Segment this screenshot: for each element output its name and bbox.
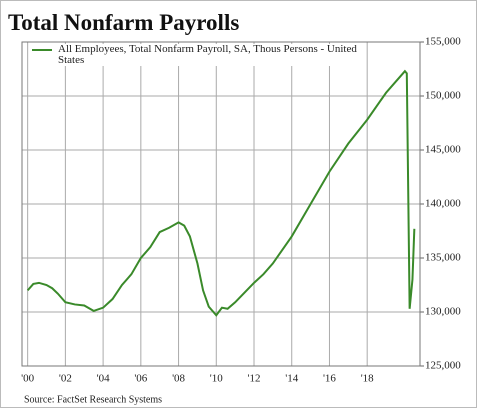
- source: Source: FactSet Research Systems: [24, 394, 162, 405]
- y-tick-label: 155,000: [425, 36, 461, 48]
- x-tick-label: '14: [285, 373, 298, 385]
- x-tick-label: '18: [361, 373, 374, 385]
- plot-border: [21, 41, 421, 367]
- y-tick-label: 145,000: [425, 144, 461, 156]
- legend-swatch: [32, 49, 52, 51]
- legend: All Employees, Total Nonfarm Payroll, SA…: [32, 43, 358, 66]
- chart-title: Total Nonfarm Payrolls: [8, 10, 239, 35]
- y-tick-label: 125,000: [425, 360, 461, 372]
- grid: 125,000 130,000 135,000 140,000 145,000 150,0…: [21, 36, 461, 385]
- x-tick-label: '00: [21, 373, 34, 385]
- y-tick-label: 150,000: [425, 90, 461, 102]
- series-line: [26, 69, 416, 317]
- x-tick-label: '06: [134, 373, 147, 385]
- y-tick-label: 140,000: [425, 198, 461, 210]
- x-tick-label: '12: [248, 373, 261, 385]
- x-tick-label: '04: [97, 373, 110, 385]
- x-tick-label: '16: [323, 373, 336, 385]
- marks: [26, 69, 416, 317]
- x-tick-label: '08: [172, 373, 185, 385]
- x-tick-label: '10: [210, 373, 223, 385]
- y-tick-label: 130,000: [425, 306, 461, 318]
- x-tick-label: '02: [59, 373, 72, 385]
- y-tick-label: 135,000: [425, 252, 461, 264]
- legend-label: All Employees, Total Nonfarm Payroll, SA…: [58, 43, 357, 66]
